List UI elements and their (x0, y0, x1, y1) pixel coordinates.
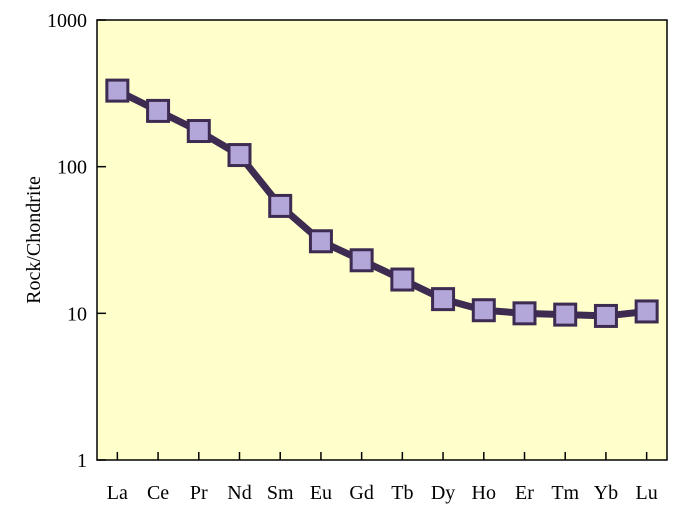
x-tick-label-dy: Dy (431, 482, 455, 504)
data-point-ce (146, 98, 171, 123)
x-axis-ticks: La Ce Pr Nd Sm Eu Gd Tb Dy Ho Er Tm Yb Lu (107, 452, 658, 504)
data-point-eu (308, 229, 333, 254)
data-point-lu (634, 299, 659, 324)
y-tick-label: 100 (57, 157, 87, 179)
x-tick-label-la: La (107, 482, 128, 504)
data-point-dy (431, 287, 456, 312)
data-point-pr (186, 119, 211, 144)
data-point-gd (349, 248, 374, 273)
y-tick-label: 1000 (47, 10, 87, 32)
data-point-sm (268, 193, 293, 218)
y-tick-label: 1 (77, 450, 87, 472)
x-tick-label-eu: Eu (310, 482, 332, 504)
x-tick-label-tb: Tb (391, 482, 413, 504)
x-tick-label-yb: Yb (594, 482, 618, 504)
data-point-ho (471, 298, 496, 323)
x-tick-label-er: Er (515, 482, 534, 504)
y-axis-ticks: 1 10 100 1000 (47, 10, 106, 472)
x-tick-label-ce: Ce (147, 482, 169, 504)
x-tick-label-pr: Pr (190, 482, 208, 504)
x-tick-label-sm: Sm (267, 482, 294, 504)
x-tick-label-nd: Nd (227, 482, 251, 504)
data-point-la (105, 78, 130, 103)
data-point-yb (593, 303, 618, 328)
series-group (105, 78, 659, 328)
data-point-tm (553, 302, 578, 327)
y-tick-label: 10 (67, 303, 87, 325)
x-tick-label-tm: Tm (551, 482, 579, 504)
y-axis-title: Rock/Chondrite (23, 176, 45, 304)
x-tick-label-gd: Gd (349, 482, 373, 504)
data-point-tb (390, 267, 415, 292)
data-point-er (512, 301, 537, 326)
x-tick-label-lu: Lu (636, 482, 658, 504)
plot-area (96, 19, 668, 461)
x-tick-label-ho: Ho (472, 482, 496, 504)
data-point-nd (227, 143, 252, 168)
